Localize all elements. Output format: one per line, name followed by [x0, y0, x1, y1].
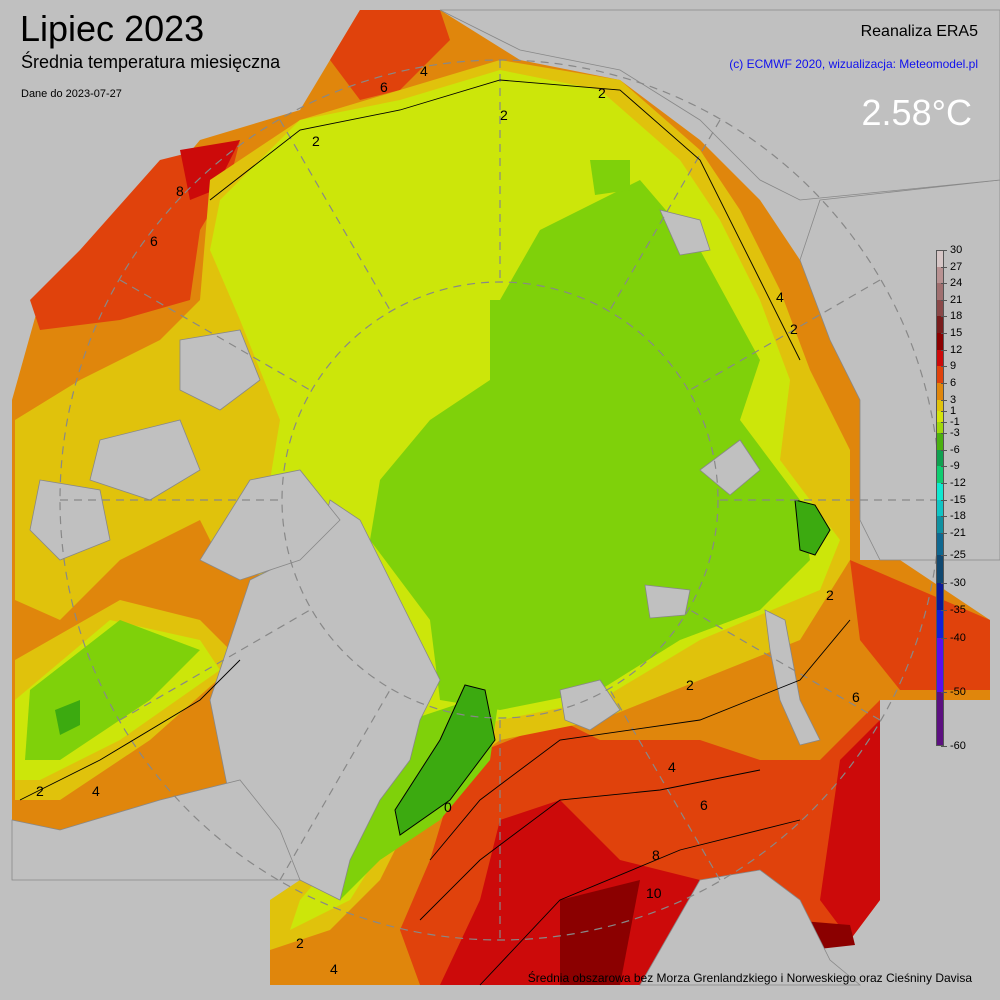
svg-text:6: 6 — [852, 689, 860, 705]
legend-swatch — [936, 533, 944, 555]
svg-text:4: 4 — [330, 961, 338, 977]
svg-text:6: 6 — [700, 797, 708, 813]
legend-swatch — [936, 692, 944, 746]
svg-text:2: 2 — [598, 85, 606, 101]
legend-swatch — [936, 300, 944, 316]
svg-text:6: 6 — [380, 79, 388, 95]
contour-labels: 2 2 2 2 4 4 6 6 8 10 0 2 4 6 8 2 4 2 4 6… — [36, 63, 860, 977]
legend-tick-label: 27 — [940, 261, 963, 273]
area-average-value: 2.58°C — [861, 92, 972, 133]
data-date: Dane do 2023-07-27 — [21, 88, 122, 100]
legend-tick-label: 9 — [940, 360, 957, 372]
svg-text:10: 10 — [646, 885, 662, 901]
legend-tick-label: -35 — [941, 604, 966, 616]
svg-text:6: 6 — [150, 233, 158, 249]
svg-text:2: 2 — [686, 677, 694, 693]
svg-text:8: 8 — [176, 183, 184, 199]
legend-swatch — [936, 466, 944, 483]
svg-text:2: 2 — [826, 587, 834, 603]
svg-text:2: 2 — [500, 107, 508, 123]
legend-swatch — [936, 383, 944, 400]
legend-tick-label: -6 — [941, 444, 960, 456]
legend-swatch — [936, 516, 944, 533]
svg-text:4: 4 — [776, 289, 784, 305]
legend-swatch — [936, 316, 944, 333]
legend-swatch — [936, 422, 944, 433]
svg-text:2: 2 — [790, 321, 798, 337]
legend-tick-label: -1 — [941, 416, 960, 428]
canadian-archipelago — [29, 329, 341, 581]
legend-swatch — [936, 610, 944, 638]
new-siberian-islands — [659, 209, 711, 256]
legend-swatch — [936, 283, 944, 300]
ocean-9-12-zone — [180, 140, 880, 985]
page-subtitle: Średnia temperatura miesięczna — [21, 52, 281, 72]
novaya-zemlya — [764, 609, 821, 746]
legend-swatch — [936, 450, 944, 466]
legend-tick-label: -30 — [941, 577, 966, 589]
siberia — [799, 179, 1000, 561]
legend-tick-label: -18 — [941, 510, 966, 522]
legend-tick-label: 6 — [940, 377, 957, 389]
svg-text:4: 4 — [92, 783, 100, 799]
legend-tick-label: -40 — [941, 632, 966, 644]
legend-tick-label: 18 — [940, 310, 963, 322]
legend-tick-label: 24 — [940, 277, 963, 289]
legend-frame — [936, 250, 944, 746]
legend-swatch — [936, 555, 944, 583]
page-title: Lipiec 2023 — [20, 8, 205, 49]
legend-tick-label: 30 — [940, 244, 963, 256]
legend-tick-label: -9 — [941, 460, 960, 472]
svg-text:2: 2 — [36, 783, 44, 799]
legend-tick-label: -12 — [941, 477, 966, 489]
svalbard — [559, 679, 621, 731]
svg-text:2: 2 — [296, 935, 304, 951]
credit-text: (c) ECMWF 2020, wizualizacja: Meteomodel… — [729, 57, 978, 71]
legend-swatch — [936, 433, 944, 450]
legend-tick-label: -15 — [941, 494, 966, 506]
legend-tick-label: 21 — [940, 294, 963, 306]
legend-swatch — [936, 400, 944, 411]
color-legend: 30 27 24 21 18 15 12 9 6 3 1 -1 -3 -6 -9 -12 -15 -18 -21 -2… — [936, 244, 996, 752]
legend-tick-label: 15 — [940, 327, 963, 339]
legend-swatch — [936, 366, 944, 383]
legend-swatch — [936, 250, 944, 267]
svg-text:4: 4 — [668, 759, 676, 775]
svg-text:2: 2 — [312, 133, 320, 149]
legend-tick-label: -21 — [941, 527, 966, 539]
legend-color-bar — [936, 250, 944, 746]
footnote: Średnia obszarowa bez Morza Grenlandzkie… — [527, 971, 972, 985]
canada — [11, 779, 301, 881]
scandinavia — [639, 869, 862, 986]
svg-text:4: 4 — [420, 63, 428, 79]
legend-swatch — [936, 267, 944, 283]
legend-swatch — [936, 333, 944, 350]
legend-swatch — [936, 411, 944, 422]
data-source: Reanaliza ERA5 — [860, 23, 978, 40]
legend-tick-label: -25 — [941, 549, 966, 561]
legend-swatch — [936, 583, 944, 610]
legend-tick-label: 12 — [940, 344, 963, 356]
legend-swatch — [936, 638, 944, 692]
greenland — [209, 499, 441, 901]
land-masses — [11, 9, 1000, 986]
legend-swatch — [936, 350, 944, 366]
alaska-chukotka — [439, 9, 1000, 201]
legend-tick-label: -3 — [941, 427, 960, 439]
legend-swatch — [936, 500, 944, 516]
svg-text:8: 8 — [652, 847, 660, 863]
legend-tick-label: -60 — [941, 740, 966, 752]
ocean-below-0-zone — [55, 499, 831, 836]
severnaya-zemlya — [699, 439, 761, 496]
svg-text:0: 0 — [444, 799, 452, 815]
legend-swatch — [936, 483, 944, 500]
legend-tick-label: 3 — [940, 394, 957, 406]
franz-josef-land — [644, 584, 691, 619]
legend-tick-label: 1 — [940, 405, 957, 417]
contour-lines — [19, 79, 851, 986]
legend-tick-label: -50 — [941, 686, 966, 698]
